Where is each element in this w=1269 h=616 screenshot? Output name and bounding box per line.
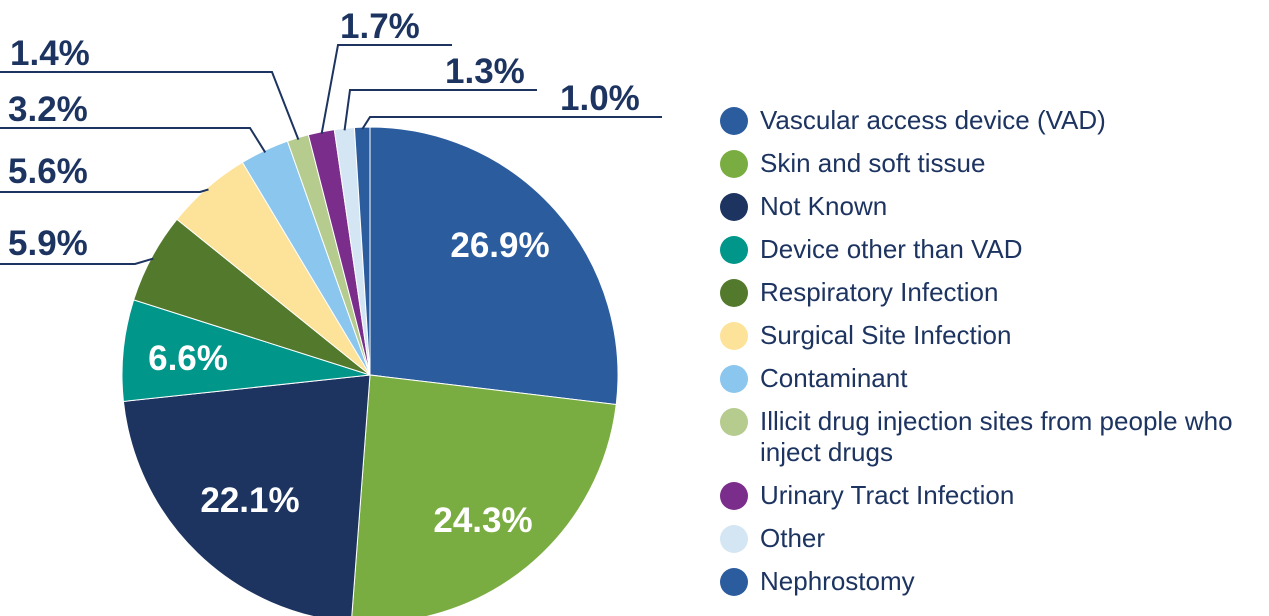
data-label: 1.7%	[340, 7, 420, 46]
legend-swatch	[720, 408, 748, 436]
pie-slice	[353, 126, 371, 376]
legend-item: Contaminant	[720, 363, 1260, 394]
data-label: 26.9%	[450, 226, 549, 265]
legend-item: Vascular access device (VAD)	[720, 105, 1260, 136]
data-label: 24.3%	[433, 501, 532, 540]
data-label: 6.6%	[148, 339, 228, 378]
data-label: 5.6%	[8, 152, 88, 191]
legend-label: Skin and soft tissue	[760, 148, 986, 178]
leader-line	[0, 127, 267, 153]
data-label: 5.9%	[8, 224, 88, 263]
leader-line	[320, 44, 452, 134]
legend-label: Device other than VAD	[760, 234, 1023, 264]
pie-slice	[351, 374, 617, 616]
legend-item: Urinary Tract Infection	[720, 480, 1260, 511]
legend-swatch	[720, 193, 748, 221]
legend-swatch	[720, 482, 748, 510]
legend-label: Urinary Tract Infection	[760, 480, 1015, 510]
legend-label: Surgical Site Infection	[760, 320, 1012, 350]
legend-label: Vascular access device (VAD)	[760, 105, 1106, 135]
leader-line	[361, 116, 662, 130]
legend-swatch	[720, 365, 748, 393]
data-label: 22.1%	[200, 481, 299, 520]
legend-label: Not Known	[760, 191, 888, 221]
legend-swatch	[720, 568, 748, 596]
pie-slice	[369, 126, 619, 406]
data-label: 1.0%	[560, 79, 640, 118]
legend-item: Skin and soft tissue	[720, 148, 1260, 179]
legend-item: Surgical Site Infection	[720, 320, 1260, 351]
legend-swatch	[720, 236, 748, 264]
legend-label: Illicit drug injection sites from people…	[760, 406, 1233, 467]
legend-label: Respiratory Infection	[760, 277, 999, 307]
leader-line	[0, 71, 300, 141]
leader-line	[0, 188, 209, 193]
leader-line	[343, 89, 537, 131]
legend-item: Not Known	[720, 191, 1260, 222]
legend-swatch	[720, 322, 748, 350]
legend-label: Contaminant	[760, 363, 908, 393]
legend-label: Other	[760, 523, 826, 553]
data-label: 1.3%	[445, 52, 525, 91]
data-label: 3.2%	[8, 90, 88, 129]
legend-item: Nephrostomy	[720, 566, 1260, 597]
legend-item: Respiratory Infection	[720, 277, 1260, 308]
legend-swatch	[720, 279, 748, 307]
legend: Vascular access device (VAD) Skin and sof…	[720, 105, 1260, 609]
legend-swatch	[720, 150, 748, 178]
legend-item: Device other than VAD	[720, 234, 1260, 265]
legend-item: Illicit drug injection sites from people…	[720, 406, 1260, 468]
legend-swatch	[720, 107, 748, 135]
legend-label: Nephrostomy	[760, 566, 915, 596]
legend-swatch	[720, 525, 748, 553]
legend-item: Other	[720, 523, 1260, 554]
leader-line	[0, 257, 154, 265]
data-label: 1.4%	[10, 34, 90, 73]
